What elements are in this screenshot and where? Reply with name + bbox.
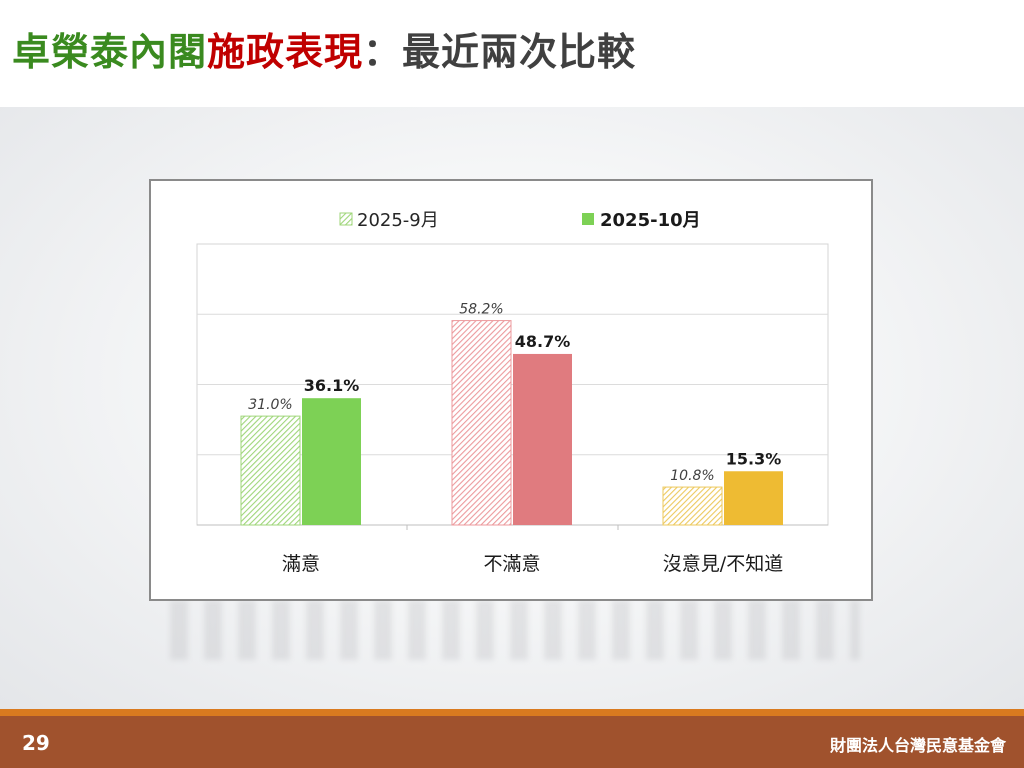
category-label-1: 不滿意 (483, 553, 540, 575)
bar-chart: 31.0% 36.1% 滿意 58.2% 48.7% 不滿意 10.8% 15.3% 沒意見/不… (196, 210, 829, 575)
data-label-oct-0: 36.1% (304, 376, 360, 395)
title-part-comparison: ：最近兩次比較 (363, 30, 637, 74)
data-label-sep-0: 31.0% (248, 397, 292, 413)
page-title: 卓榮泰內閣施政表現：最近兩次比較 (12, 28, 636, 76)
bar-sep-1 (451, 320, 512, 526)
page-number: 29 (22, 731, 50, 755)
title-part-performance: 施政表現 (207, 30, 364, 74)
legend-label-oct: 2025-10月 (600, 210, 701, 231)
organization-name: 財團法人台灣民意基金會 (829, 736, 1006, 755)
legend-label-sep: 2025-9月 (357, 210, 439, 231)
data-label-oct-2: 15.3% (726, 449, 782, 468)
category-label-0: 滿意 (282, 553, 320, 575)
data-label-sep-1: 58.2% (459, 302, 503, 318)
bar-sep-0 (240, 415, 301, 526)
legend-swatch-sep (339, 212, 353, 226)
bar-sep-2 (662, 486, 723, 526)
legend-swatch-oct (582, 213, 594, 225)
footer-accent-line (0, 709, 1024, 716)
bar-oct-0 (302, 398, 361, 525)
bar-oct-2 (724, 471, 783, 525)
data-label-oct-1: 48.7% (515, 332, 571, 351)
chart-panel: 31.0% 36.1% 滿意 58.2% 48.7% 不滿意 10.8% 15.3% 沒意見/不… (149, 179, 873, 601)
footer-bar: 29 財團法人台灣民意基金會 (0, 716, 1024, 768)
bar-oct-1 (513, 353, 572, 525)
crowd-silhouette-decoration (170, 600, 860, 660)
data-label-sep-2: 10.8% (670, 468, 714, 484)
category-label-2: 沒意見/不知道 (663, 553, 783, 575)
title-part-cabinet: 卓榮泰內閣 (12, 30, 208, 74)
